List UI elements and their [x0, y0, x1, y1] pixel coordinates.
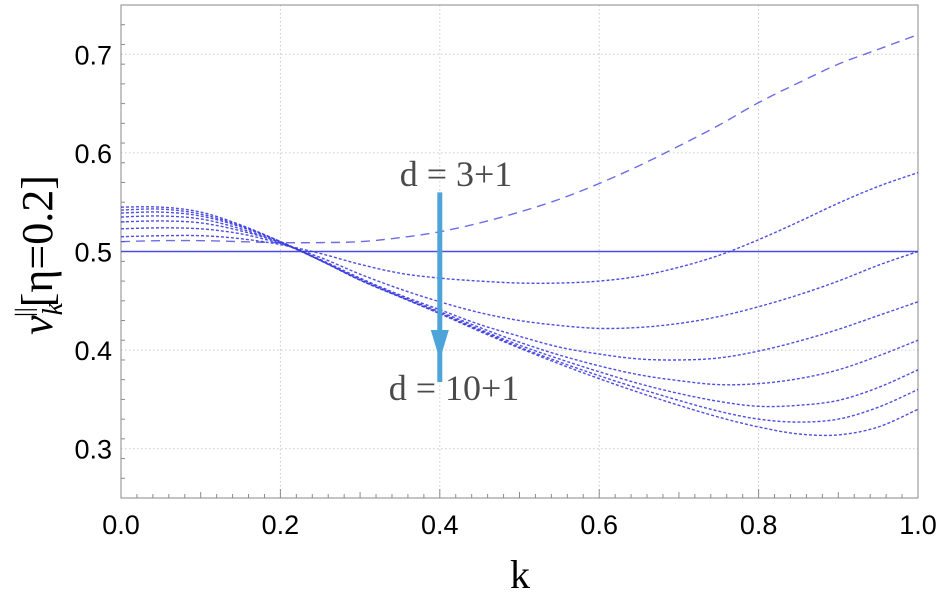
x-tick-label: 0.4 [421, 510, 459, 540]
y-axis-label-sub: k [38, 302, 69, 315]
y-tick-label: 0.7 [74, 40, 112, 70]
y-axis-label: νk||[η=0.2] [12, 175, 69, 335]
y-axis-label-main: ν [13, 315, 62, 335]
x-tick-label: 0.8 [740, 510, 778, 540]
series-layer [120, 33, 919, 437]
y-axis-label-sup: || [12, 307, 38, 317]
x-tick-label: 1.0 [899, 510, 937, 540]
series-line-2 [120, 171, 919, 284]
y-tick-label: 0.4 [74, 336, 112, 366]
annotation-bottom: d = 10+1 [389, 368, 520, 408]
svg-text:νk||[η=0.2]: νk||[η=0.2] [12, 175, 69, 335]
series-line-3 [120, 227, 919, 330]
y-tick-label: 0.3 [74, 435, 112, 465]
arrow-head [430, 329, 449, 360]
annotation-top: d = 3+1 [400, 154, 513, 194]
x-tick-label: 0.6 [580, 510, 618, 540]
series-line-7 [120, 208, 919, 423]
x-tick-labels: 0.0 0.2 0.4 0.6 0.8 1.0 [102, 510, 937, 540]
y-axis-label-rest: [η=0.2] [13, 175, 62, 307]
series-line-6 [120, 211, 919, 408]
series-line-4 [120, 220, 919, 361]
y-tick-label: 0.5 [74, 238, 112, 268]
series-line-5 [120, 215, 919, 386]
y-tick-label: 0.6 [74, 139, 112, 169]
x-tick-label: 0.0 [102, 510, 140, 540]
minor-ticks [120, 4, 919, 499]
arrow-annotation [430, 192, 449, 382]
series-line-1 [120, 33, 919, 244]
series-line-8 [120, 206, 919, 437]
x-axis-label: k [510, 552, 530, 597]
x-tick-label: 0.2 [262, 510, 300, 540]
y-tick-labels: 0.3 0.4 0.5 0.6 0.7 [74, 40, 112, 464]
